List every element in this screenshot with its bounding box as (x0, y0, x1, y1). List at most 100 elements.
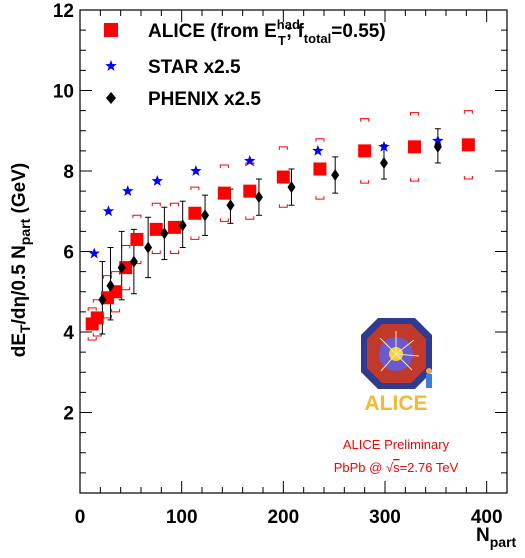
phenix-point (106, 279, 115, 292)
legend-marker-star (105, 60, 117, 71)
legend-marker-alice (104, 23, 118, 37)
phenix-point (117, 261, 126, 274)
alice-point (276, 170, 290, 184)
alice-syst-lower (245, 216, 255, 220)
star-series (88, 134, 444, 259)
alice-point (168, 220, 182, 234)
alice-point (313, 162, 327, 176)
star-point (190, 165, 202, 176)
alice-logo: ALICE (361, 318, 432, 415)
alice-series (85, 138, 475, 331)
alice-syst-upper (219, 164, 229, 168)
star-point (244, 154, 256, 166)
phenix-point (201, 209, 210, 222)
alice-systematic-brackets (87, 110, 473, 341)
star-point (378, 140, 390, 152)
alice-syst-lower (151, 250, 161, 255)
x-axis-tick-labels: 0 100 200 300 400 (75, 507, 503, 528)
phenix-point (379, 156, 388, 169)
alice-point (130, 232, 144, 246)
x-axis-title: Npart (476, 525, 517, 550)
plot-frame (79, 9, 508, 494)
alice-point (149, 222, 163, 236)
alice-syst-lower (278, 204, 288, 208)
alice-logo-figure-head (426, 368, 432, 374)
y-tick-label: 10 (53, 82, 74, 103)
x-tick-label: 300 (369, 507, 401, 528)
alice-point (90, 311, 104, 325)
alice-syst-upper (170, 202, 180, 207)
alice-syst-lower (92, 333, 102, 337)
y-tick-label: 12 (53, 1, 74, 22)
alice-syst-upper (87, 307, 97, 311)
alice-syst-upper (360, 118, 370, 122)
y-axis-title: dET/dη/0.5 Npart (GeV) (9, 163, 33, 357)
y-axis-ticks (80, 9, 507, 494)
alice-syst-lower (170, 250, 180, 255)
legend-label-alice: ALICE (from Ehad T; ftotal=0.55) (148, 17, 386, 48)
alice-syst-upper (111, 271, 121, 275)
alice-point (407, 140, 421, 154)
alice-syst-upper (121, 244, 131, 249)
alice-syst-upper (409, 112, 419, 116)
y-tick-label: 2 (63, 404, 74, 425)
alice-syst-upper (132, 214, 142, 219)
star-point (122, 185, 134, 196)
alice-logo-text: ALICE (365, 392, 428, 415)
legend-marker-phenix (106, 92, 116, 104)
star-point (102, 205, 115, 217)
alice-syst-lower (190, 236, 200, 240)
phenix-series (98, 140, 442, 306)
collision-label: PbPb @ √s=2.76 TeV (334, 460, 459, 475)
alice-point (358, 144, 372, 158)
legend-label-star: STAR x2.5 (148, 57, 241, 78)
alice-logo-figure (426, 374, 432, 388)
alice-syst-upper (190, 186, 200, 191)
alice-syst-lower (463, 176, 473, 180)
legend-label-phenix: PHENIX x2.5 (148, 89, 261, 110)
phenix-point (226, 199, 235, 212)
legend: ALICE (from Ehad T; ftotal=0.55) STAR x2.… (104, 17, 386, 110)
alice-point (217, 186, 231, 200)
alice-syst-lower (219, 218, 229, 222)
phenix-point (433, 140, 442, 153)
alice-syst-upper (151, 202, 161, 207)
star-point (432, 134, 444, 146)
x-tick-label: 400 (471, 507, 503, 528)
y-tick-label: 8 (63, 162, 74, 183)
phenix-point (331, 169, 340, 182)
alice-syst-lower (360, 180, 370, 184)
alice-syst-upper (463, 110, 473, 114)
x-tick-label: 0 (75, 507, 86, 528)
phenix-point (254, 191, 263, 204)
phenix-point (160, 227, 169, 240)
alice-logo-tracks (379, 331, 420, 372)
phenix-point (144, 241, 153, 254)
x-tick-label: 200 (267, 507, 299, 528)
alice-syst-upper (102, 275, 112, 279)
alice-syst-lower (409, 178, 419, 182)
alice-syst-upper (315, 138, 325, 142)
alice-point (243, 184, 257, 198)
y-tick-label: 4 (63, 323, 74, 344)
alice-syst-lower (111, 308, 121, 313)
star-point (88, 247, 100, 259)
x-tick-label: 100 (166, 507, 198, 528)
phenix-error-bars (99, 128, 441, 335)
phenix-point (129, 255, 138, 268)
alice-point (188, 206, 202, 220)
alice-point (461, 138, 475, 152)
star-point (151, 175, 163, 186)
star-point (312, 144, 324, 156)
preliminary-label: ALICE Preliminary (343, 437, 450, 452)
y-axis-tick-labels: 2 4 6 8 10 12 (53, 1, 75, 425)
x-axis-ticks (79, 10, 508, 493)
phenix-point (287, 181, 296, 194)
alice-syst-upper (278, 146, 288, 150)
alice-syst-lower (315, 196, 325, 200)
alice-syst-lower (87, 337, 97, 341)
phenix-point (98, 293, 107, 306)
y-tick-label: 6 (63, 243, 74, 264)
phenix-point (178, 219, 187, 232)
